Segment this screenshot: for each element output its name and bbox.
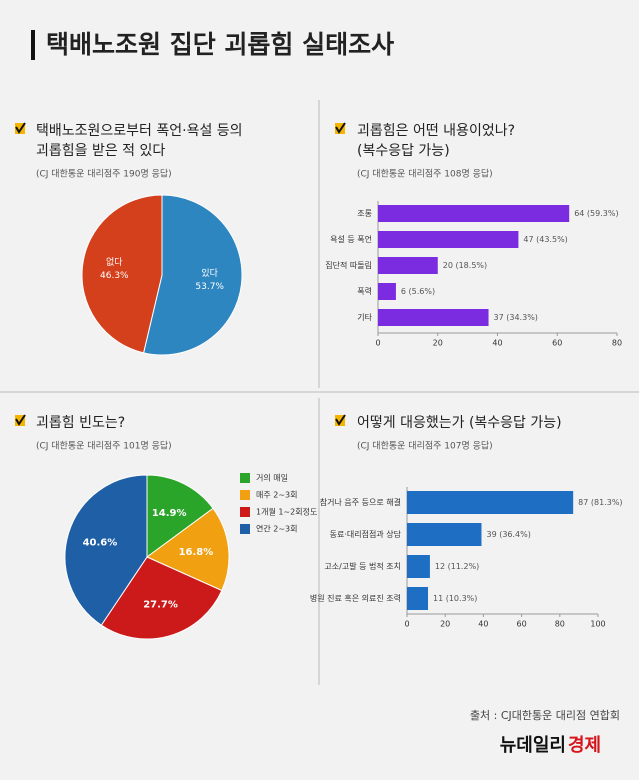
legend-label: 거의 매일 xyxy=(256,473,288,483)
x-tick-label: 20 xyxy=(433,339,443,348)
pie-slice xyxy=(81,194,163,354)
x-tick-label: 60 xyxy=(517,620,527,629)
bar xyxy=(407,491,574,514)
chart-title: (복수응답 가능) xyxy=(357,143,450,159)
chart-subtitle: (CJ 대한통운 대리점주 101명 응답) xyxy=(36,440,172,452)
chart-subtitle: (CJ 대한통운 대리점주 107명 응답) xyxy=(357,440,493,452)
value-label: 87 (81.3%) xyxy=(578,498,622,507)
x-tick-label: 60 xyxy=(552,339,562,348)
chart-subtitle: (CJ 대한통운 대리점주 190명 응답) xyxy=(36,168,172,180)
y-tick-label: 집단적 따돌림 xyxy=(325,260,372,270)
legend-swatch xyxy=(240,473,250,483)
bar xyxy=(407,587,429,610)
y-tick-label: 조롱 xyxy=(357,209,372,218)
pie-slice xyxy=(64,474,148,626)
value-label: 47 (43.5%) xyxy=(523,235,567,244)
legend-label: 매주 2~3회 xyxy=(256,491,298,500)
legend-label: 1개월 1~2회정도 xyxy=(256,507,317,517)
bar xyxy=(407,555,430,578)
source: 출처 : CJ대한통운 대리점 연합회 xyxy=(470,709,620,722)
slice-label: 40.6% xyxy=(83,538,118,549)
bar xyxy=(378,309,489,326)
legend-swatch xyxy=(240,507,250,517)
logo-section: 경제 xyxy=(568,735,601,756)
x-tick-label: 0 xyxy=(404,620,409,629)
slice-category: 없다 xyxy=(106,257,123,268)
bar xyxy=(378,231,519,248)
pie-slice xyxy=(142,194,243,356)
page-title: 택배노조원 집단 괴롭힘 실태조사 xyxy=(46,30,394,59)
x-tick-label: 20 xyxy=(440,620,450,629)
check-icon xyxy=(15,414,26,426)
value-label: 11 (10.3%) xyxy=(433,594,477,603)
value-label: 20 (18.5%) xyxy=(443,261,487,270)
slice-label: 16.8% xyxy=(179,547,214,558)
chart-title: 괴롭힘을 받은 적 있다 xyxy=(36,143,165,159)
x-tick-label: 0 xyxy=(375,339,380,348)
legend-swatch xyxy=(240,524,250,534)
slice-category: 있다 xyxy=(201,267,218,279)
x-tick-label: 80 xyxy=(612,339,622,348)
value-label: 39 (36.4%) xyxy=(486,530,530,539)
y-tick-label: 동료·대리점점과 상담 xyxy=(330,529,402,539)
slice-label: 14.9% xyxy=(152,508,187,519)
pie-slice xyxy=(100,556,223,640)
title-bar xyxy=(31,30,35,60)
legend-label: 연간 2~3회 xyxy=(256,524,298,534)
y-tick-label: 병원 진료 혹은 의료진 조력 xyxy=(310,593,401,603)
bar xyxy=(378,283,396,300)
chart-title: 택배노조원으로부터 폭언·욕설 등의 xyxy=(36,123,243,139)
slice-label: 46.3% xyxy=(100,271,129,281)
value-label: 6 (5.6%) xyxy=(401,287,435,296)
x-tick-label: 40 xyxy=(492,339,502,348)
check-icon xyxy=(335,414,346,426)
check-icon xyxy=(15,122,26,134)
slice-label: 53.7% xyxy=(195,282,224,292)
y-tick-label: 기타 xyxy=(357,313,372,322)
logo-brand: 뉴데일리 xyxy=(500,735,566,756)
bar xyxy=(407,523,482,546)
bar xyxy=(378,257,438,274)
y-tick-label: 욕설 등 폭언 xyxy=(330,234,372,244)
chart-title: 괴롭힘은 어떤 내용이었나? xyxy=(357,123,515,139)
chart-title: 괴롭힘 빈도는? xyxy=(36,415,125,431)
y-tick-label: 폭력 xyxy=(357,286,372,296)
y-tick-label: 고소/고발 등 법적 조치 xyxy=(324,561,401,571)
check-icon xyxy=(335,122,346,134)
pie-slice xyxy=(146,474,214,558)
x-tick-label: 100 xyxy=(590,620,605,629)
bar xyxy=(378,205,570,222)
y-tick-label: 참거나 음주 등으로 해결 xyxy=(320,497,401,507)
chart-subtitle: (CJ 대한통운 대리점주 108명 응답) xyxy=(357,168,493,180)
value-label: 37 (34.3%) xyxy=(494,313,538,322)
x-tick-label: 40 xyxy=(478,620,488,629)
value-label: 64 (59.3%) xyxy=(574,209,618,218)
x-tick-label: 80 xyxy=(555,620,565,629)
pie-slice xyxy=(146,507,230,592)
legend-swatch xyxy=(240,490,250,500)
chart-title: 어떻게 대응했는가 (복수응답 가능) xyxy=(357,415,562,431)
value-label: 12 (11.2%) xyxy=(435,562,479,571)
slice-label: 27.7% xyxy=(143,599,178,610)
